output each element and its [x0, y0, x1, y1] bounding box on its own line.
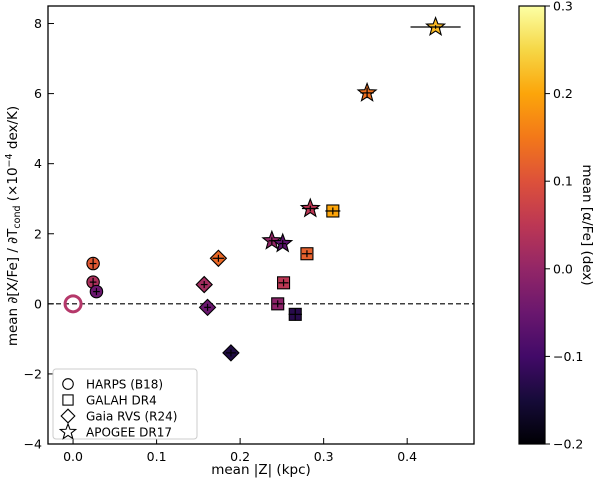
x-tick-label: 0.2: [230, 449, 250, 464]
x-tick-label: 0.3: [314, 449, 334, 464]
y-axis-label-prefix: mean ∂[X/Fe] / ∂T: [5, 228, 21, 346]
legend-item: APOGEE DR17: [58, 422, 172, 440]
x-axis-ticks: 0.0 0.1 0.2 0.3 0.4: [63, 438, 417, 464]
legend: HARPS (B18) GALAH DR4 Gaia RVS (R24) APOGEE…: [52, 368, 198, 440]
x-tick-label: 0.0: [63, 449, 83, 464]
y-axis-ticks: −4 −2 0 2 4 6 8: [24, 16, 54, 452]
colorbar-tick-label: 0.1: [553, 174, 573, 189]
legend-box: [52, 368, 198, 440]
y-axis-label-superscript: −4: [4, 153, 15, 167]
legend-circle-icon: [62, 378, 74, 390]
legend-label: APOGEE DR17: [86, 426, 172, 440]
colorbar: [518, 5, 546, 445]
y-axis-label: mean ∂[X/Fe] / ∂Tcond (×10−4 dex/K): [4, 106, 23, 346]
y-tick-label: 6: [34, 86, 42, 101]
y-tick-label: 0: [34, 296, 42, 311]
legend-item: HARPS (B18): [62, 378, 163, 392]
y-tick-label: −2: [24, 366, 42, 381]
colorbar-ticks: −0.2 −0.1 0.0 0.1 0.2 0.3: [545, 0, 583, 452]
legend-item: Gaia RVS (R24): [60, 408, 177, 424]
y-tick-label: 8: [34, 16, 42, 31]
data-points: [86, 15, 461, 362]
y-tick-label: −4: [24, 437, 42, 452]
y-axis-label-suffix: dex/K): [5, 106, 21, 154]
legend-label: GALAH DR4: [86, 394, 157, 408]
colorbar-tick-label: 0.0: [553, 261, 573, 276]
legend-star-icon: [58, 422, 78, 440]
x-tick-label: 0.4: [397, 449, 417, 464]
legend-label: HARPS (B18): [86, 378, 163, 392]
legend-item: GALAH DR4: [62, 394, 157, 408]
colorbar-label: mean [α/Fe] (dex): [579, 164, 595, 285]
y-tick-label: 4: [34, 156, 42, 171]
colorbar-tick-label: 0.2: [553, 86, 573, 101]
reference-marker: [63, 294, 83, 314]
y-axis-label-middle: (×10: [5, 167, 21, 205]
x-axis-label: mean |Z| (kpc): [211, 462, 311, 478]
y-axis-label-subscript: cond: [12, 206, 23, 229]
legend-square-icon: [62, 394, 74, 406]
y-tick-label: 2: [34, 226, 42, 241]
colorbar-tick-label: 0.3: [553, 0, 573, 14]
colorbar-tick-label: −0.2: [553, 437, 583, 452]
colorbar-tick-label: −0.1: [553, 349, 583, 364]
legend-label: Gaia RVS (R24): [86, 410, 177, 424]
x-tick-label: 0.1: [147, 449, 167, 464]
